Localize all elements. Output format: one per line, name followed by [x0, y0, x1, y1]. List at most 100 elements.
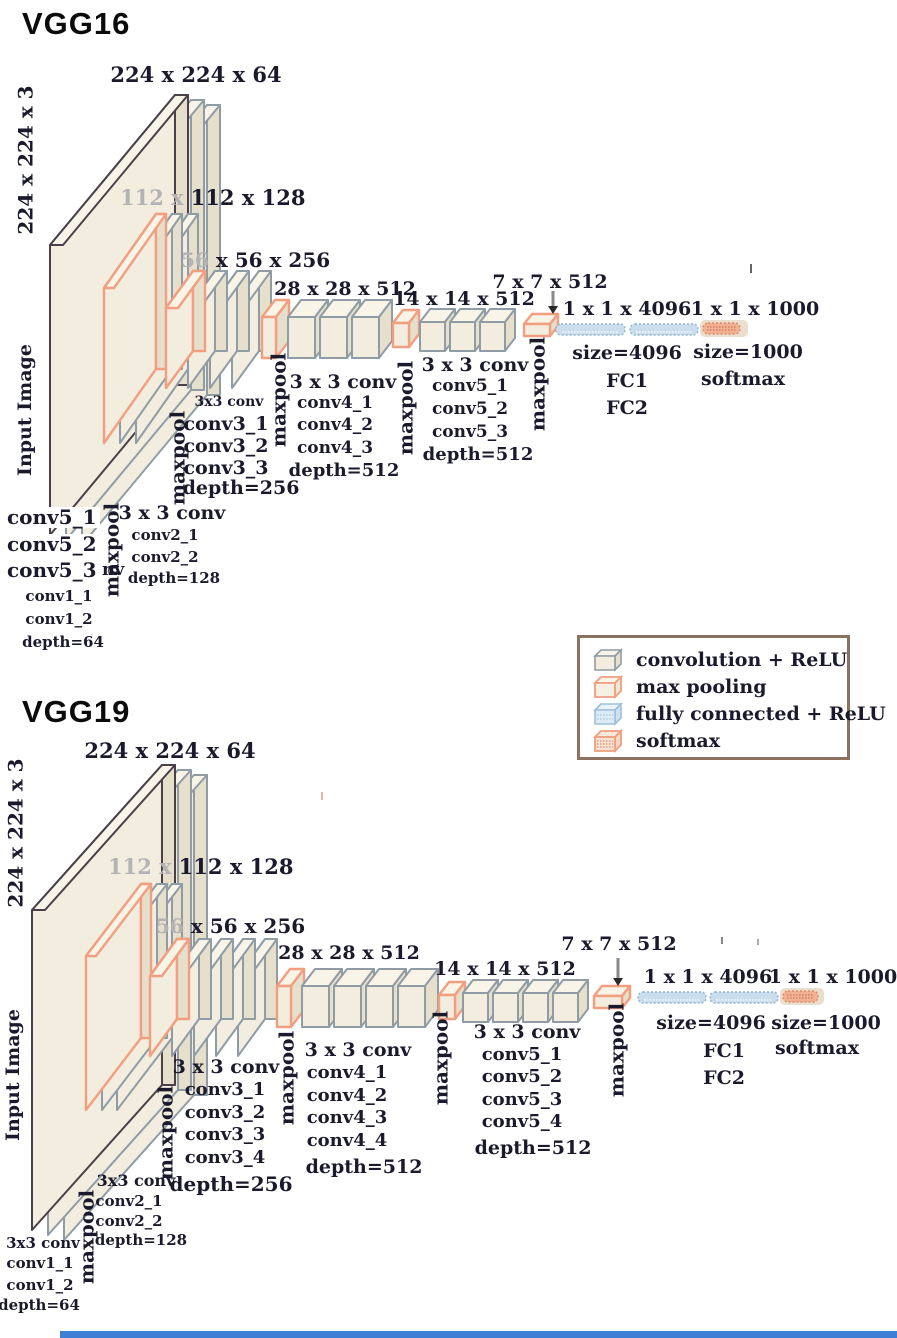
vgg16-overlay-3: conv5_3	[4, 560, 100, 581]
vgg19-conv2-header: 3x3 conv	[96, 1171, 176, 1190]
vgg16-dim-conv4: 28 x 28 x 512	[274, 278, 416, 300]
vgg16-dim-fc: 1 x 1 x 4096	[562, 298, 692, 320]
vgg16-input-image-label: Input Image	[14, 344, 37, 476]
vgg19-dim-out: 1 x 1 x 1000	[768, 966, 897, 988]
vgg19-fc2-label: FC2	[703, 1067, 745, 1089]
vgg16-dim-conv1: 224 x 224 x 64	[110, 62, 282, 87]
vgg19-maxpool-3: maxpool	[274, 1030, 299, 1126]
vgg19-dim-conv5: 14 x 14 x 512	[434, 958, 576, 980]
stray-tick	[321, 792, 323, 800]
vgg19-softmax-label: softmax	[774, 1037, 860, 1059]
stray-tick	[750, 264, 752, 273]
vgg16-conv5-header: 3 x 3 conv	[421, 354, 529, 376]
vgg19-maxpool-5: maxpool	[604, 1002, 629, 1098]
vgg16-blocks-conv1-lines-1: conv1_2	[25, 610, 93, 628]
legend-item-label: fully connected + ReLU	[636, 702, 886, 725]
vgg19-blocks-conv1-lines-2: depth=64	[0, 1296, 80, 1314]
vgg16-input-size-label: 224 x 224 x 3	[13, 85, 38, 235]
vgg16-conv4-header: 3 x 3 conv	[289, 371, 397, 393]
vgg19-dim-fc: 1 x 1 x 4096	[643, 966, 773, 988]
vgg19-blocks-conv5-lines-4: depth=512	[474, 1137, 592, 1159]
vgg19-blocks-conv3-lines-1: conv3_2	[184, 1102, 266, 1123]
stray-tick	[721, 937, 723, 944]
legend-item-softmax: softmax	[592, 727, 847, 754]
legend-item-fc: fully connected + ReLU	[592, 700, 886, 727]
vgg19-maxpool-4: maxpool	[428, 1010, 453, 1106]
dim-faded-part: 112 x	[108, 854, 172, 879]
vgg16-fc1-label: FC1	[606, 370, 648, 392]
vgg16-dim-conv2: 112 x 112 x 128	[120, 185, 306, 210]
legend-item-label: convolution + ReLU	[636, 648, 848, 671]
dim-dark-part: 112 x 128	[178, 854, 294, 879]
vgg16-blocks-conv4-lines-2: conv4_3	[296, 438, 374, 458]
dim-faded-part: 56	[156, 914, 184, 938]
vgg19-blocks-conv4-lines-0: conv4_1	[306, 1062, 388, 1083]
vgg16-fc2-label: FC2	[606, 397, 648, 419]
vgg19-blocks-conv2-lines-1: conv2_2	[95, 1212, 163, 1230]
vgg19-blocks-conv4-lines-4: depth=512	[305, 1156, 423, 1178]
vgg16-blocks-conv5-lines-1: conv5_2	[431, 399, 509, 419]
vgg19-blocks-conv5-lines-3: conv5_4	[481, 1111, 563, 1132]
vgg16-maxpool-5: maxpool	[525, 336, 550, 432]
dim-dark-part: x 56 x 256	[190, 914, 306, 938]
vgg16-blocks-conv3-lines-0: conv3_1	[183, 413, 269, 435]
vgg16-blocks-conv1-lines-0: conv1_1	[25, 587, 93, 605]
vgg16-blocks-conv2-lines-1: conv2_2	[131, 548, 199, 566]
vgg16-fc-size2: size=1000	[693, 341, 803, 363]
vgg16-blocks-conv3-lines-2: conv3_3	[183, 457, 269, 479]
vgg16-conv2-header: 3 x 3 conv	[118, 502, 226, 524]
vgg19-dim-conv3: 56 x 56 x 256	[156, 916, 305, 937]
vgg19-blocks-conv3-lines-4: depth=256	[169, 1172, 293, 1196]
vgg19-maxpool-2: maxpool	[153, 1085, 178, 1181]
vgg19-input-image-label: Input Image	[2, 1009, 25, 1141]
vgg19-blocks-conv4-lines-2: conv4_3	[306, 1107, 388, 1128]
fc-box-icon	[593, 701, 623, 726]
vgg16-conv3-header: 3x3 conv	[194, 394, 264, 410]
vgg16-dim-out: 1 x 1 x 1000	[690, 298, 820, 320]
dim-faded-part: 56	[181, 248, 209, 272]
vgg16-maxpool-4: maxpool	[393, 360, 418, 456]
vgg19-blocks-conv3-lines-3: conv3_4	[184, 1147, 266, 1168]
vgg19-fc1-label: FC1	[703, 1040, 745, 1062]
vgg16-blocks-conv5-lines-3: depth=512	[422, 444, 534, 465]
vgg16-blocks-conv2-lines-2: depth=128	[127, 569, 221, 587]
vgg19-dim-pool5: 7 x 7 x 512	[561, 933, 677, 955]
vgg16-maxpool-3: maxpool	[266, 352, 291, 448]
vgg16-blocks-conv5-lines-0: conv5_1	[431, 376, 509, 396]
dim-dark-part: 112 x 128	[190, 185, 306, 210]
vgg19-conv5-header: 3 x 3 conv	[473, 1021, 581, 1043]
vgg16-dim-pool5: 7 x 7 x 512	[492, 271, 608, 293]
vgg16-blocks-conv5-lines-2: conv5_3	[431, 422, 509, 442]
vgg16-overlay-2: conv5_2	[4, 534, 100, 555]
vgg19-blocks-conv3-lines-2: conv3_3	[184, 1124, 266, 1145]
vgg19-title: VGG19	[22, 694, 131, 729]
vgg16-title: VGG16	[22, 6, 131, 41]
vgg19-fc-size2: size=1000	[771, 1012, 881, 1034]
vgg19-dim-conv4: 28 x 28 x 512	[278, 942, 420, 964]
legend-item-conv: convolution + ReLU	[592, 646, 847, 673]
vgg19-blocks-conv2-lines-2: depth=128	[94, 1231, 188, 1249]
dim-dark-part: x 56 x 256	[215, 248, 331, 272]
vgg16-dim-conv3: 56 x 56 x 256	[181, 250, 330, 271]
vgg19-blocks-conv5-lines-0: conv5_1	[481, 1044, 563, 1065]
vgg16-fc-size1: size=4096	[572, 342, 682, 364]
vgg16-dim-conv5: 14 x 14 x 512	[393, 288, 535, 310]
vgg19-blocks-conv1-lines-0: conv1_1	[6, 1254, 74, 1272]
vgg19-blocks-conv1-lines-1: conv1_2	[6, 1276, 74, 1294]
dim-faded-part: 112 x	[120, 185, 184, 210]
vgg19-blocks-conv2-lines-0: conv2_1	[95, 1192, 163, 1210]
vgg16-blocks-conv4-lines-0: conv4_1	[296, 393, 374, 413]
vgg19-input-size-label: 224 x 224 x 3	[3, 758, 28, 908]
vgg19-blocks-conv4-lines-3: conv4_4	[306, 1130, 388, 1151]
legend: convolution + ReLU max pooling fully con…	[577, 635, 886, 760]
softmax-box-icon	[592, 728, 624, 753]
vgg16-blocks-conv3-lines-3: depth=256	[182, 477, 300, 499]
vgg16-blocks-conv3-lines-1: conv3_2	[183, 435, 269, 457]
vgg16-conv1-header-remnant: nv	[102, 560, 125, 580]
vgg19-blocks-conv4-lines-1: conv4_2	[306, 1085, 388, 1106]
vgg19-fc-size1: size=4096	[656, 1012, 766, 1034]
legend-item-label: softmax	[636, 729, 721, 752]
vgg19-conv4-header: 3 x 3 conv	[304, 1039, 412, 1061]
